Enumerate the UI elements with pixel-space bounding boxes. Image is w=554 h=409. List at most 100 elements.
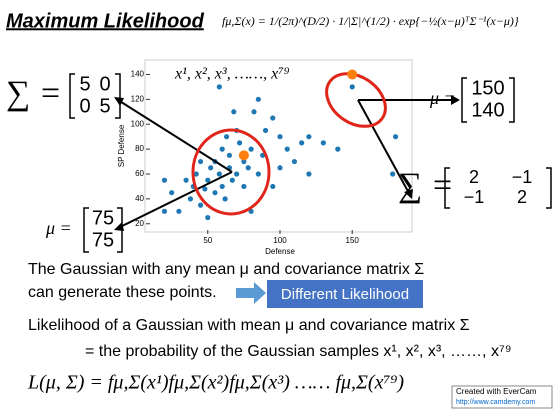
matrix-entry: 0 — [99, 73, 110, 95]
point — [255, 96, 261, 102]
point — [234, 171, 240, 177]
body-text: The Gaussian with any mean μ and covaria… — [28, 261, 424, 278]
watermark-box — [451, 385, 553, 409]
point — [284, 146, 290, 152]
point — [212, 190, 218, 196]
x-tick-label: 150 — [346, 236, 360, 245]
annotation: x¹, x², x³, ……, x⁷⁹ — [174, 66, 290, 83]
watermark: Created with EverCam — [456, 387, 537, 396]
arrow — [357, 99, 411, 196]
button-label[interactable]: Different Likelihood — [281, 286, 409, 303]
point — [202, 186, 208, 192]
y-tick-label: 40 — [135, 194, 144, 203]
matrix-entry: 5 — [79, 73, 90, 95]
point — [193, 171, 199, 177]
body-text: Likelihood of a Gaussian with mean μ and… — [28, 317, 470, 334]
arrowheads — [114, 95, 460, 231]
body-text: = the probability of the Gaussian sample… — [85, 343, 512, 360]
point — [392, 134, 399, 140]
bracket — [509, 77, 515, 123]
point — [208, 165, 214, 171]
point — [161, 208, 168, 214]
point — [248, 146, 254, 152]
point — [262, 127, 269, 134]
arrows — [117, 99, 455, 229]
point — [176, 208, 182, 214]
point — [270, 115, 276, 121]
point — [306, 134, 312, 140]
point — [161, 177, 168, 183]
point — [270, 183, 276, 190]
point — [183, 177, 189, 183]
formula: fμ,Σ(x) = 1/(2π)^(D/2) · 1/|Σ|^(1/2) · e… — [222, 14, 519, 28]
bracket — [69, 73, 75, 119]
arrowhead — [114, 97, 124, 106]
point — [335, 146, 341, 152]
matrix-entry: 140 — [471, 99, 504, 121]
mean-point — [238, 150, 249, 161]
bracket — [117, 207, 123, 253]
bracket — [115, 73, 121, 119]
point — [197, 158, 204, 165]
y-tick-label: 60 — [135, 169, 144, 178]
matrix-entry: 5 — [99, 95, 110, 117]
arrow — [236, 282, 266, 304]
point — [320, 140, 326, 146]
point — [277, 134, 283, 140]
y-tick-label: 100 — [131, 119, 145, 128]
highlight-ellipse — [325, 72, 387, 128]
matrix-entry: −1 — [464, 187, 485, 207]
point — [306, 171, 312, 177]
button[interactable] — [267, 280, 423, 308]
y-tick-label: 120 — [131, 94, 145, 103]
point — [222, 196, 228, 202]
bracket — [461, 77, 467, 123]
arrow — [117, 99, 233, 173]
watermark-url: http://www.camdemy.com — [456, 399, 535, 406]
matrix-symbol: μ = — [45, 218, 72, 238]
point — [236, 140, 243, 146]
likelihood-formula: L(μ, Σ) = fμ,Σ(x¹)fμ,Σ(x²)fμ,Σ(x³) …… fμ… — [27, 372, 404, 394]
point — [219, 183, 225, 190]
matrix-symbol: ∑ = — [6, 75, 62, 112]
matrix-entry: 2 — [469, 167, 479, 187]
point — [349, 84, 355, 90]
arrow — [117, 171, 233, 229]
point — [187, 196, 194, 202]
matrix-entry: 150 — [471, 77, 504, 99]
point — [277, 165, 283, 171]
arrowhead — [451, 95, 460, 105]
point — [245, 165, 251, 171]
y-tick-label: 80 — [135, 144, 144, 153]
matrix-symbol: μ = — [429, 88, 456, 108]
arrowhead — [404, 189, 413, 199]
matrix-entry: 0 — [79, 95, 90, 117]
bracket — [546, 167, 552, 209]
point — [216, 171, 222, 177]
point — [205, 214, 211, 221]
y-tick-label: 20 — [135, 219, 144, 228]
matrix-entry: 2 — [517, 187, 527, 207]
x-axis-label: Defense — [265, 247, 295, 256]
plot-frame — [144, 59, 413, 233]
bracket — [83, 207, 89, 253]
point — [205, 177, 211, 183]
point — [251, 109, 257, 115]
point — [241, 183, 247, 190]
point — [231, 109, 237, 115]
matrix-entry: −1 — [512, 167, 533, 187]
point — [219, 146, 225, 152]
highlight-ellipse — [191, 128, 271, 216]
scatter-plot: 50 100 150 20 40 60 80 100 120 140 Defense SP Defen… — [117, 59, 413, 256]
matrix-entry: 75 — [92, 207, 114, 229]
slide-title: Maximum Likelihood — [6, 10, 205, 32]
y-axis-label: SP Defense — [117, 124, 126, 167]
point — [255, 171, 261, 177]
point — [241, 158, 247, 165]
point — [299, 140, 305, 146]
bracket — [444, 167, 450, 209]
point — [390, 171, 396, 177]
matrix-entry: 75 — [92, 229, 114, 251]
point — [197, 202, 204, 208]
